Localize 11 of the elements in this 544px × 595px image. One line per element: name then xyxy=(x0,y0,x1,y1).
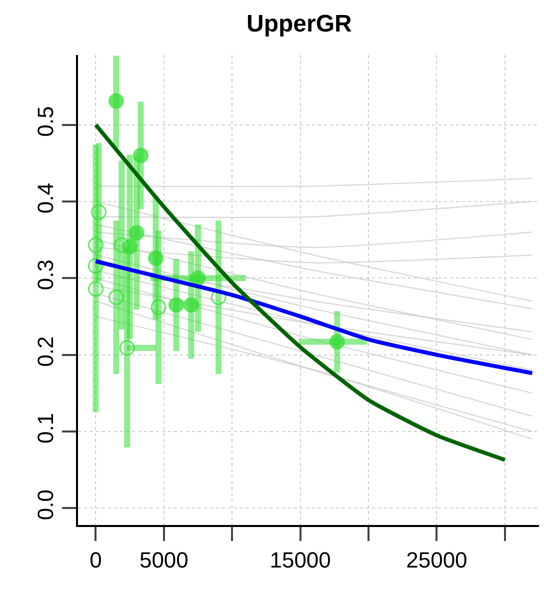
x-tick-label: 25000 xyxy=(406,547,468,572)
y-tick-label: 0.4 xyxy=(33,182,58,214)
y-tick-label: 0.2 xyxy=(33,336,58,367)
x-tick-label: 15000 xyxy=(270,547,331,572)
y-tick-label: 0.3 xyxy=(33,260,58,290)
x-tick-label: 5000 xyxy=(139,547,188,572)
x-tick-label: 0 xyxy=(90,547,102,572)
chart-title: UpperGR xyxy=(246,10,352,38)
y-tick-label: 0.0 xyxy=(33,490,58,520)
y-tick-label: 0.5 xyxy=(33,106,58,137)
y-tick-label: 0.1 xyxy=(33,412,58,444)
